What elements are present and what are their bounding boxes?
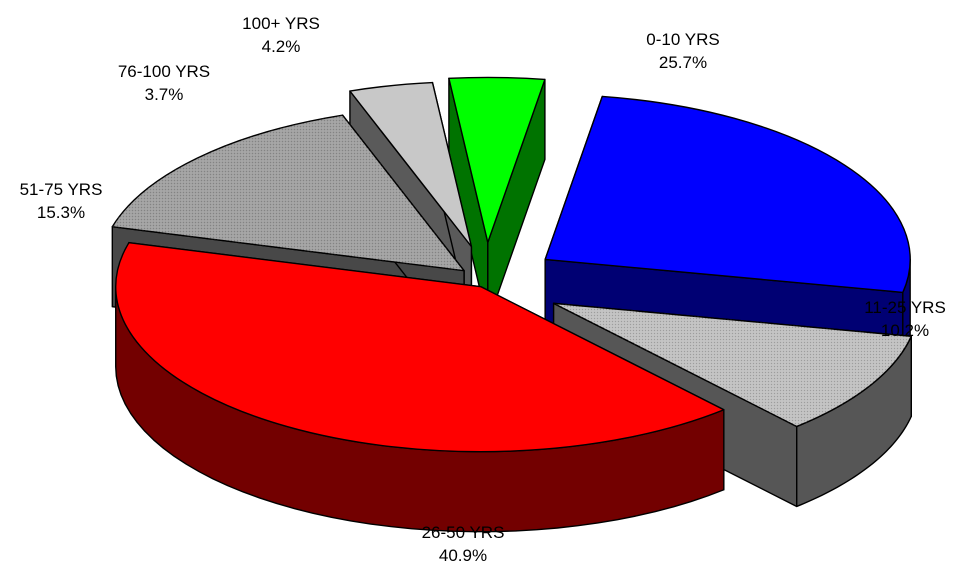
slice-value-0-10: 25.7% bbox=[658, 53, 708, 72]
slice-name-0-10: 0-10 YRS bbox=[646, 30, 720, 49]
pie-slice-26-50 bbox=[115, 241, 725, 533]
slice-label-100-plus: 100+ YRS 4.2% bbox=[226, 12, 336, 58]
slice-texture-51-75 bbox=[112, 115, 465, 271]
slice-label-51-75: 51-75 YRS 15.3% bbox=[6, 178, 116, 224]
slice-name-26-50: 26-50 YRS bbox=[421, 523, 505, 542]
slice-texture-11-25 bbox=[553, 303, 912, 427]
slice-label-0-10: 0-10 YRS 25.7% bbox=[628, 28, 738, 74]
slice-value-26-50: 40.9% bbox=[438, 546, 488, 565]
slice-name-51-75: 51-75 YRS bbox=[19, 180, 103, 199]
slice-value-11-25: 10.2% bbox=[880, 321, 930, 340]
slice-label-11-25: 11-25 YRS 10.2% bbox=[850, 296, 960, 342]
slice-name-11-25: 11-25 YRS bbox=[864, 298, 946, 317]
slice-top-26-50 bbox=[115, 241, 725, 453]
slice-value-51-75: 15.3% bbox=[36, 203, 86, 222]
slice-top-0-10 bbox=[544, 95, 911, 294]
slice-label-76-100: 76-100 YRS 3.7% bbox=[104, 60, 224, 106]
pie-slice-100-plus bbox=[448, 76, 546, 324]
pie-slice-11-25 bbox=[552, 302, 912, 508]
slice-name-76-100: 76-100 YRS bbox=[117, 62, 211, 81]
slice-label-26-50: 26-50 YRS 40.9% bbox=[408, 521, 518, 567]
slice-name-100-plus: 100+ YRS bbox=[242, 14, 320, 33]
slice-value-100-plus: 4.2% bbox=[261, 37, 301, 56]
slice-top-76-100 bbox=[349, 81, 473, 248]
slice-top-100-plus bbox=[448, 76, 546, 244]
slice-value-76-100: 3.7% bbox=[144, 85, 184, 104]
